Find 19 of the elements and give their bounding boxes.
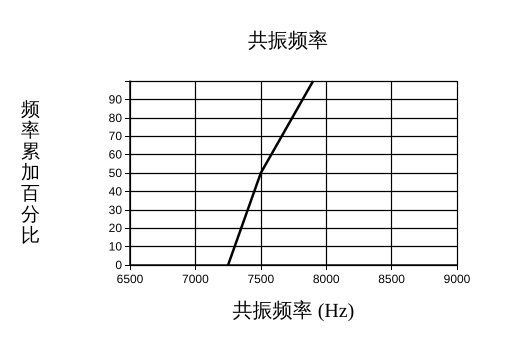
x-tick-label: 9000 (444, 272, 471, 286)
x-tick-label: 8000 (312, 272, 340, 286)
x-tick-label: 7000 (182, 272, 210, 286)
y-tick-label: 90 (108, 92, 122, 106)
y-tick-label: 20 (108, 221, 122, 236)
x-tick-label: 8500 (378, 272, 406, 286)
y-tick-label: 60 (108, 148, 122, 162)
x-tick-label: 7500 (247, 272, 274, 286)
y-axis-title: 频率累加百分比 (21, 100, 40, 246)
y-tick-label: 0 (115, 258, 122, 272)
x-axis-title: 共振频率 (Hz) (232, 300, 354, 322)
y-tick-label: 80 (108, 110, 122, 125)
x-tick-label: 6500 (116, 272, 144, 286)
chart-title: 共振频率 (248, 30, 328, 52)
y-tick-label: 50 (108, 166, 122, 180)
y-tick-label: 70 (108, 129, 122, 144)
y-tick-label: 30 (108, 202, 122, 217)
y-tick-label: 40 (108, 184, 122, 198)
y-tick-label: 10 (108, 240, 122, 254)
